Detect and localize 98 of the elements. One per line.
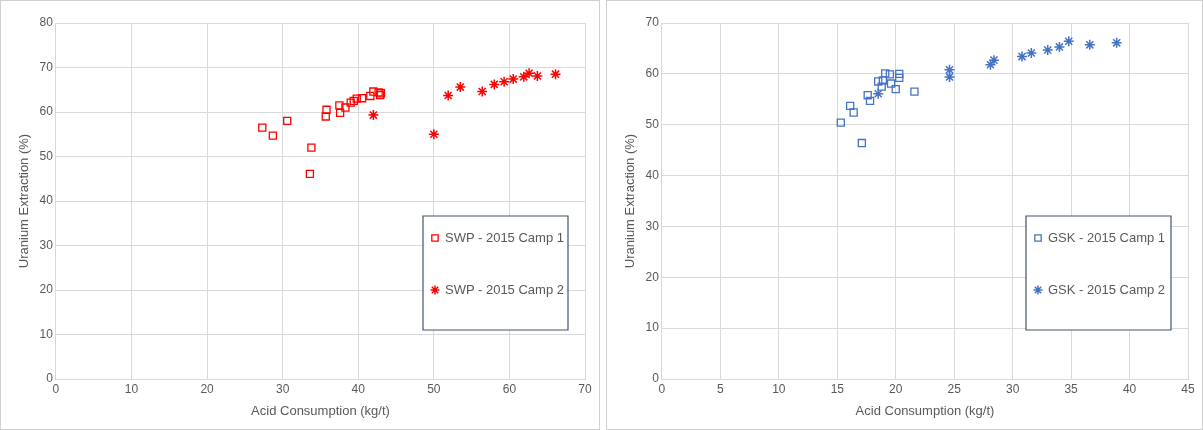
point: [549, 68, 562, 80]
point: [877, 82, 886, 91]
point: [366, 91, 375, 101]
point: [341, 103, 350, 112]
x-tick-label: 30: [276, 381, 290, 396]
point: [895, 69, 904, 79]
legend-label: GSK - 2015 Camp 1: [1048, 229, 1166, 245]
point: [258, 123, 267, 132]
legend-label: SWP - 2015 Camp 1: [445, 229, 564, 245]
point: [531, 70, 544, 82]
point: [886, 79, 896, 88]
y-tick-label: 80: [39, 15, 54, 30]
point: [943, 64, 956, 76]
point: [268, 131, 278, 140]
point: [895, 73, 904, 83]
y-tick-label: 70: [645, 15, 660, 30]
point: [1110, 37, 1123, 49]
y-tick-label: 60: [39, 104, 54, 119]
point: [283, 116, 292, 126]
y-tick-label: 10: [39, 326, 54, 341]
y-tick-label: 50: [39, 148, 54, 163]
x-tick-label: 70: [578, 381, 592, 396]
point: [872, 87, 884, 100]
point: [367, 109, 380, 121]
y-tick-label: 50: [645, 117, 660, 132]
point: [352, 94, 361, 103]
point: [943, 71, 956, 83]
point: [1025, 47, 1038, 59]
x-tick-label: 40: [1122, 381, 1137, 396]
y-tick-label: 20: [39, 282, 54, 297]
point: [881, 69, 890, 78]
y-tick-label: 40: [39, 193, 54, 208]
point: [322, 105, 331, 114]
x-tick-label: 50: [427, 381, 441, 396]
point: [1041, 44, 1054, 56]
x-tick-label: 30: [1005, 381, 1020, 396]
x-tick-label: 35: [1064, 381, 1079, 396]
point: [442, 89, 454, 102]
point: [849, 108, 858, 117]
x-axis-title: Acid Consumption (kg/t): [855, 402, 995, 418]
y-tick-label: 40: [645, 167, 660, 182]
point: [1063, 35, 1075, 48]
y-axis-title: Uranium Extraction (%): [622, 133, 638, 269]
point: [321, 112, 330, 121]
y-tick-label: 70: [39, 59, 54, 74]
x-tick-label: 5: [717, 381, 725, 396]
legend-label: SWP - 2015 Camp 2: [445, 281, 564, 297]
point: [1016, 50, 1028, 63]
point: [891, 84, 900, 94]
x-tick-label: 10: [772, 381, 786, 396]
y-tick-label: 0: [46, 371, 54, 386]
point: [885, 70, 895, 79]
legend-label: GSK - 2015 Camp 2: [1048, 281, 1166, 297]
point: [1084, 39, 1096, 51]
x-tick-label: 45: [1181, 381, 1195, 396]
point: [498, 75, 510, 88]
point: [836, 118, 845, 127]
y-tick-label: 30: [39, 237, 54, 252]
point: [335, 108, 345, 118]
x-tick-label: 20: [200, 381, 215, 396]
x-tick-label: 20: [889, 381, 903, 396]
point: [507, 73, 519, 85]
point: [374, 88, 383, 97]
point: [523, 67, 535, 80]
point: [369, 87, 378, 96]
point: [349, 96, 358, 106]
point: [335, 101, 344, 110]
point: [346, 98, 355, 107]
point: [518, 71, 530, 83]
point: [357, 94, 367, 103]
x-tick-label: 60: [502, 381, 517, 396]
x-tick-label: 15: [830, 381, 845, 396]
x-tick-label: 25: [947, 381, 962, 396]
point: [878, 76, 888, 85]
point: [863, 91, 872, 100]
point: [865, 96, 875, 105]
y-tick-label: 60: [645, 66, 660, 81]
point: [428, 128, 440, 140]
y-tick-label: 20: [645, 269, 660, 284]
x-axis-title: Acid Consumption (kg/t): [251, 402, 390, 418]
point: [874, 77, 883, 86]
point: [305, 169, 315, 179]
y-tick-label: 30: [645, 218, 660, 233]
point: [845, 101, 855, 111]
y-axis-title: Uranium Extraction (%): [16, 133, 32, 269]
point: [988, 54, 1000, 66]
y-tick-label: 0: [652, 371, 660, 386]
point: [307, 143, 316, 152]
point: [476, 85, 488, 98]
x-tick-label: 10: [124, 381, 139, 396]
point: [1053, 41, 1066, 53]
x-tick-label: 40: [351, 381, 366, 396]
y-tick-label: 10: [645, 320, 660, 335]
point: [910, 87, 919, 96]
point: [857, 138, 867, 148]
point: [488, 78, 501, 91]
point: [984, 58, 997, 71]
point: [454, 81, 467, 93]
